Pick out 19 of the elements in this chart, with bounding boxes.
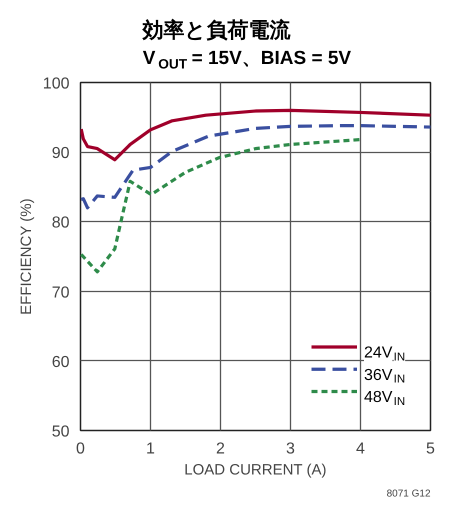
x-tick-label: 1 <box>146 440 156 458</box>
line-series <box>80 124 430 210</box>
text: 8071 G12 <box>386 488 431 500</box>
y-tick-label: 80 <box>52 214 70 232</box>
x-tick-label: 4 <box>356 440 366 458</box>
x-tick-label: 3 <box>286 440 296 458</box>
x-tick-label: 2 <box>216 440 226 458</box>
y-tick-label: 60 <box>52 354 70 371</box>
y-tick-label: 100 <box>42 76 70 92</box>
y-tick-label: 50 <box>52 424 70 440</box>
line-series <box>80 138 362 274</box>
x-tick-label: 0 <box>76 440 86 458</box>
x-tick-label: 5 <box>426 440 436 458</box>
x-axis-title: LOAD CURRENT (A) <box>184 462 326 478</box>
y-axis-title: EFFICIENCY (%) <box>18 198 35 315</box>
line-series <box>80 108 430 162</box>
chart-title: 効率と負荷電流 <box>142 18 292 42</box>
y-tick-label: 70 <box>52 284 70 302</box>
y-tick-label: 90 <box>52 145 70 162</box>
